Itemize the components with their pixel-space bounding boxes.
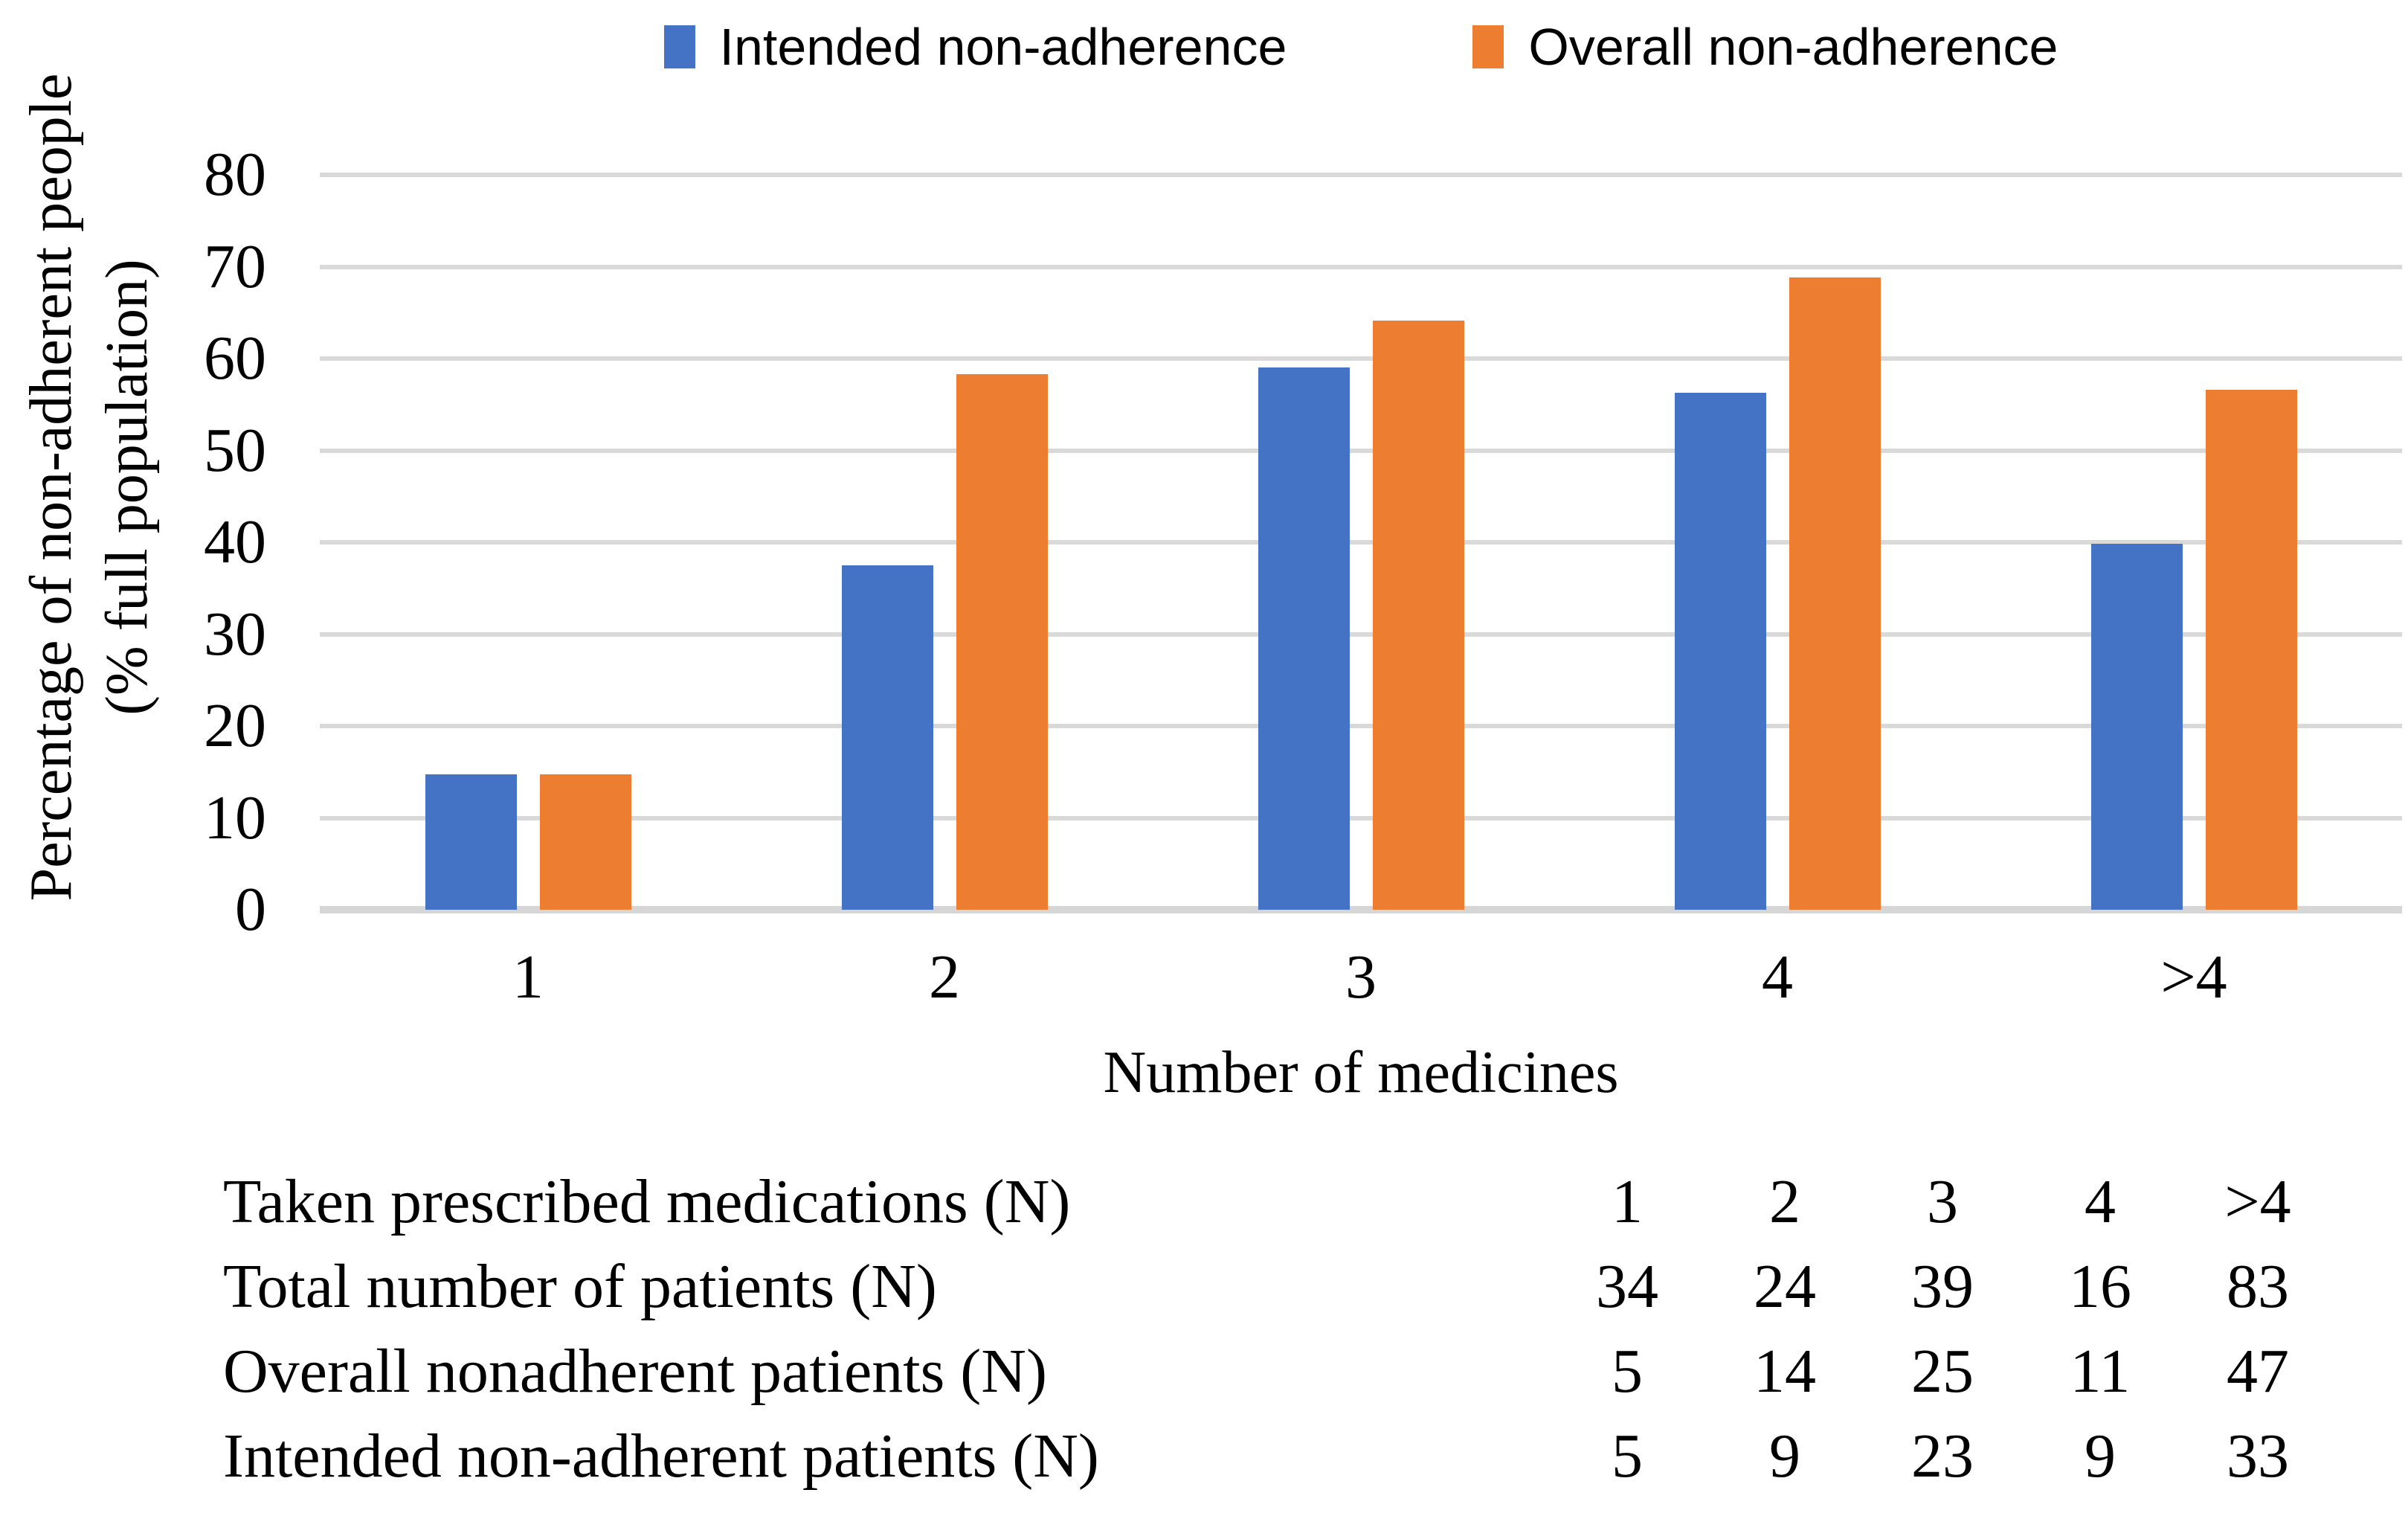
- table-cell: 25: [1911, 1336, 1974, 1406]
- y-tick-label-50: 50: [204, 415, 266, 485]
- legend-swatch-intended-icon: [663, 25, 695, 68]
- gridline-30: [320, 632, 2402, 637]
- x-tick-label->4: >4: [2160, 942, 2227, 1012]
- table-cell: 16: [2069, 1251, 2131, 1321]
- table-cell: 5: [1612, 1336, 1643, 1406]
- y-axis-ticks: 80 70 60 50 40 30 20 10 0: [0, 144, 266, 941]
- table-cell: 14: [1754, 1336, 1816, 1406]
- bar-overall-3: [1373, 321, 1464, 910]
- gridline-50: [320, 448, 2402, 453]
- table-cell: 24: [1754, 1251, 1816, 1321]
- bar-intended-2: [842, 565, 933, 910]
- gridline-60: [320, 356, 2402, 361]
- x-tick-label-2: 2: [929, 942, 960, 1012]
- gridline-10: [320, 815, 2402, 820]
- bar-intended->4: [2091, 544, 2183, 910]
- x-tick-label-3: 3: [1345, 942, 1377, 1012]
- table-cell: 3: [1927, 1166, 1958, 1236]
- table-cell: 33: [2227, 1421, 2289, 1491]
- y-tick-label-30: 30: [204, 599, 266, 669]
- table-cell: 83: [2227, 1251, 2289, 1321]
- bar-overall-4: [1789, 277, 1881, 910]
- legend-item-overall: Overall non-adherence: [1472, 17, 2058, 77]
- x-axis-title: Number of medicines: [1103, 1040, 1619, 1105]
- x-axis-ticks: 1 2 3 4 >4: [320, 946, 2402, 1028]
- table-row: Overall nonadherent patients (N) 5 14 25 11 4…: [223, 1329, 2337, 1413]
- table-cell: 9: [2085, 1421, 2116, 1491]
- y-tick-label-80: 80: [204, 140, 266, 209]
- bar-overall-1: [540, 774, 631, 910]
- table-row-label: Intended non-adherent patients (N): [223, 1421, 1099, 1491]
- x-tick-label-4: 4: [1762, 942, 1793, 1012]
- gridline-70: [320, 264, 2402, 269]
- table-cell: >4: [2224, 1166, 2291, 1236]
- table-row-label: Taken prescribed medications (N): [223, 1166, 1071, 1236]
- gridline-40: [320, 540, 2402, 545]
- table-cell: 2: [1769, 1166, 1800, 1236]
- legend-swatch-overall-icon: [1472, 25, 1504, 68]
- y-tick-label-0: 0: [235, 875, 266, 944]
- table-cell: 11: [2070, 1336, 2131, 1406]
- legend-label-intended: Intended non-adherence: [719, 17, 1287, 76]
- table-cell: 47: [2227, 1336, 2289, 1406]
- bar-overall-2: [956, 374, 1048, 910]
- gridline-20: [320, 724, 2402, 728]
- table-cell: 9: [1769, 1421, 1800, 1491]
- table-row-label: Overall nonadherent patients (N): [223, 1336, 1047, 1406]
- table-cell: 1: [1612, 1166, 1643, 1236]
- table-row: Intended non-adherent patients (N) 5 9 23 9 3…: [223, 1413, 2337, 1498]
- table-cell: 4: [2085, 1166, 2116, 1236]
- y-tick-label-20: 20: [204, 691, 266, 760]
- bar-intended-3: [1258, 367, 1350, 910]
- table-row: Total number of patients (N) 34 24 39 16 83: [223, 1244, 2337, 1329]
- x-tick-label-1: 1: [512, 942, 544, 1012]
- y-tick-label-40: 40: [204, 507, 266, 576]
- x-axis-line: [320, 906, 2402, 913]
- y-tick-label-10: 10: [204, 783, 266, 852]
- y-tick-label-60: 60: [204, 324, 266, 393]
- table-cell: 34: [1596, 1251, 1658, 1321]
- table-row-label: Total number of patients (N): [223, 1251, 937, 1321]
- legend-label-overall: Overall non-adherence: [1528, 17, 2058, 76]
- chart-legend: Intended non-adherence Overall non-adher…: [320, 4, 2402, 89]
- table-cell: 23: [1911, 1421, 1974, 1491]
- legend-item-intended: Intended non-adherence: [663, 17, 1287, 77]
- table-cell: 39: [1911, 1251, 1974, 1321]
- bar-intended-1: [425, 774, 517, 910]
- y-tick-label-70: 70: [204, 231, 266, 301]
- bar-intended-4: [1675, 392, 1766, 910]
- gridline-80: [320, 173, 2402, 177]
- plot-area: [320, 173, 2402, 913]
- bar-overall->4: [2206, 390, 2297, 910]
- data-table: Taken prescribed medications (N) 1 2 3 4 >4 To…: [223, 1159, 2337, 1498]
- table-cell: 5: [1612, 1421, 1643, 1491]
- table-row: Taken prescribed medications (N) 1 2 3 4 >4: [223, 1159, 2337, 1244]
